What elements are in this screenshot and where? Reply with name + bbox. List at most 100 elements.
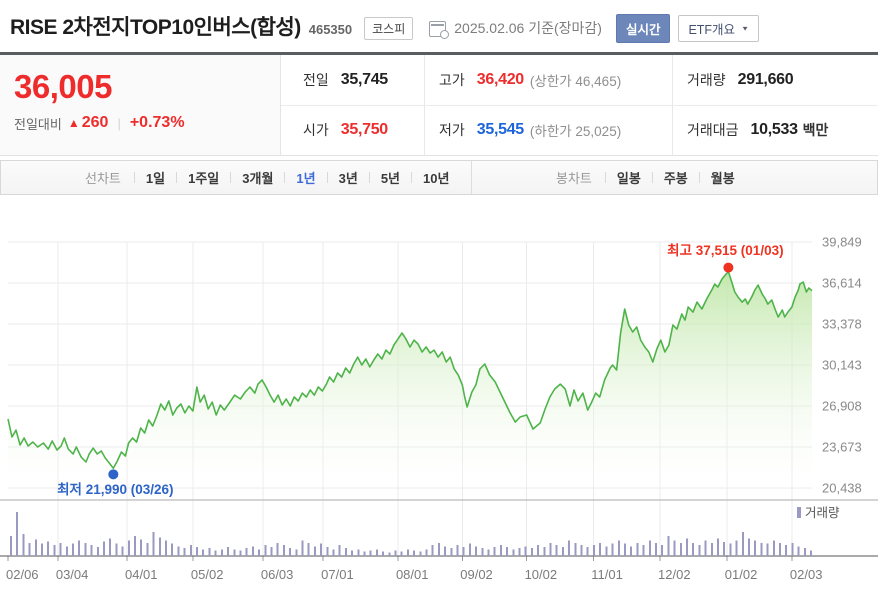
low-label: 저가: [439, 122, 465, 139]
volume-bar: [419, 551, 422, 556]
volume-bar: [227, 547, 230, 556]
volume-bar: [344, 548, 347, 556]
volume-bar: [592, 545, 595, 556]
volume-bar: [648, 540, 651, 556]
volume-bar: [394, 550, 397, 556]
tab-weekly-candle[interactable]: 주봉: [663, 171, 688, 186]
volume-bar: [605, 546, 608, 556]
volume-bar: [245, 548, 248, 556]
open-value: 35,750: [340, 121, 388, 139]
y-axis-label: 39,849: [822, 235, 862, 250]
tab-5year[interactable]: 5년: [380, 171, 401, 186]
volume-bar: [729, 543, 732, 556]
volume-bar: [723, 541, 726, 556]
ohlc-table: 전일 35,745 고가 36,420 (상한가 46,465) 거래량 291…: [281, 55, 878, 155]
volume-bar: [90, 545, 93, 556]
volume-bar: [357, 549, 360, 556]
volume-bar: [196, 547, 198, 556]
volume-bar: [96, 547, 99, 556]
trade-value-label: 거래대금: [687, 122, 739, 139]
volume-bar: [710, 542, 713, 556]
volume-bar: [692, 542, 695, 556]
volume-bar: [369, 550, 372, 556]
volume-bar: [555, 545, 558, 556]
volume-bar: [717, 538, 719, 556]
volume-bar: [704, 540, 707, 556]
volume-bar: [400, 551, 403, 556]
tab-3year[interactable]: 3년: [338, 171, 358, 186]
header: RISE 2차전지TOP10인버스(합성) 465350 코스피 2025.02…: [0, 0, 878, 52]
volume-bar: [326, 547, 329, 556]
stock-code: 465350: [308, 21, 353, 37]
one-year-line-chart: 39,849 36,614 33,378 30,143 26,908 23,673 20,4…: [0, 235, 878, 582]
volume-bar: [115, 543, 118, 556]
high-label: 고가: [439, 71, 465, 88]
x-axis-label: 10/02: [525, 567, 558, 582]
volume-bar: [41, 543, 43, 556]
volume-bar: [803, 548, 806, 556]
current-price-box: 36,005 전일대비 ▲ 260 | +0.73%: [0, 55, 281, 155]
calendar-clock-icon: [429, 21, 450, 39]
low-value: 35,545: [476, 121, 524, 139]
volume-bar: [258, 549, 261, 556]
tab-1year[interactable]: 1년: [296, 171, 316, 186]
volume-bar: [264, 545, 267, 556]
volume-bar: [103, 541, 105, 556]
volume-bar: [487, 549, 490, 556]
volume-bar: [127, 540, 130, 556]
volume-bar: [177, 546, 180, 556]
volume-bar: [363, 551, 366, 556]
volume-bar: [158, 537, 161, 556]
x-axis-label: 05/02: [191, 567, 224, 582]
volume-bar: [624, 543, 626, 556]
tab-1week[interactable]: 1주일: [188, 171, 220, 186]
volume-bar: [202, 549, 205, 556]
volume-bar: [779, 542, 781, 556]
volume-bar: [444, 546, 447, 556]
tab-daily-candle[interactable]: 일봉: [616, 171, 641, 186]
line-chart-tabs: 선차트 1일 1주일 3개월 1년 3년 5년 10년: [1, 161, 471, 194]
volume-bar: [468, 543, 471, 556]
realtime-button[interactable]: 실시간: [615, 13, 671, 43]
volume-bar: [28, 542, 31, 556]
volume-bar: [332, 549, 335, 556]
max-point-dot: [723, 262, 734, 273]
volume-bar: [611, 543, 614, 556]
etf-overview-button[interactable]: ETF개요 ▼: [678, 14, 759, 42]
tab-3month[interactable]: 3개월: [242, 171, 274, 186]
volume-bar: [506, 547, 509, 556]
y-axis-label: 20,438: [822, 481, 862, 496]
volume-bar: [78, 540, 81, 556]
volume-bar: [22, 534, 25, 556]
volume-bar: [320, 543, 323, 556]
volume-bar: [599, 542, 602, 556]
volume-bar: [146, 542, 149, 556]
tab-1day[interactable]: 1일: [145, 171, 166, 186]
volume-bar: [165, 540, 167, 556]
y-axis-label: 23,673: [822, 440, 862, 455]
volume-bar: [313, 546, 316, 556]
page-title: RISE 2차전지TOP10인버스(합성): [10, 16, 301, 39]
price-chart: 39,849 36,614 33,378 30,143 26,908 23,673 20,4…: [0, 222, 878, 597]
volume-bar: [10, 536, 12, 556]
tab-monthly-candle[interactable]: 월봉: [710, 171, 735, 186]
open-label: 시가: [303, 122, 329, 139]
tab-10year[interactable]: 10년: [423, 171, 450, 186]
min-point-dot: [108, 469, 119, 480]
volume-bar: [189, 545, 192, 556]
volume-bar: [810, 550, 812, 556]
volume-bar: [568, 540, 571, 556]
volume-bar: [208, 548, 211, 556]
volume-bar: [183, 548, 186, 556]
volume-bar: [251, 546, 254, 556]
x-axis-label: 04/01: [125, 567, 158, 582]
volume-bar: [72, 543, 74, 556]
volume-bar: [797, 546, 800, 556]
volume-bar: [406, 549, 409, 556]
volume-bar: [760, 542, 763, 556]
candle-chart-group-label: 봉차트: [556, 171, 592, 186]
prev-close-label: 전일: [303, 71, 329, 88]
up-arrow-icon: ▲: [67, 116, 80, 131]
volume-value: 291,660: [737, 70, 794, 88]
current-price: 36,005: [14, 68, 112, 105]
